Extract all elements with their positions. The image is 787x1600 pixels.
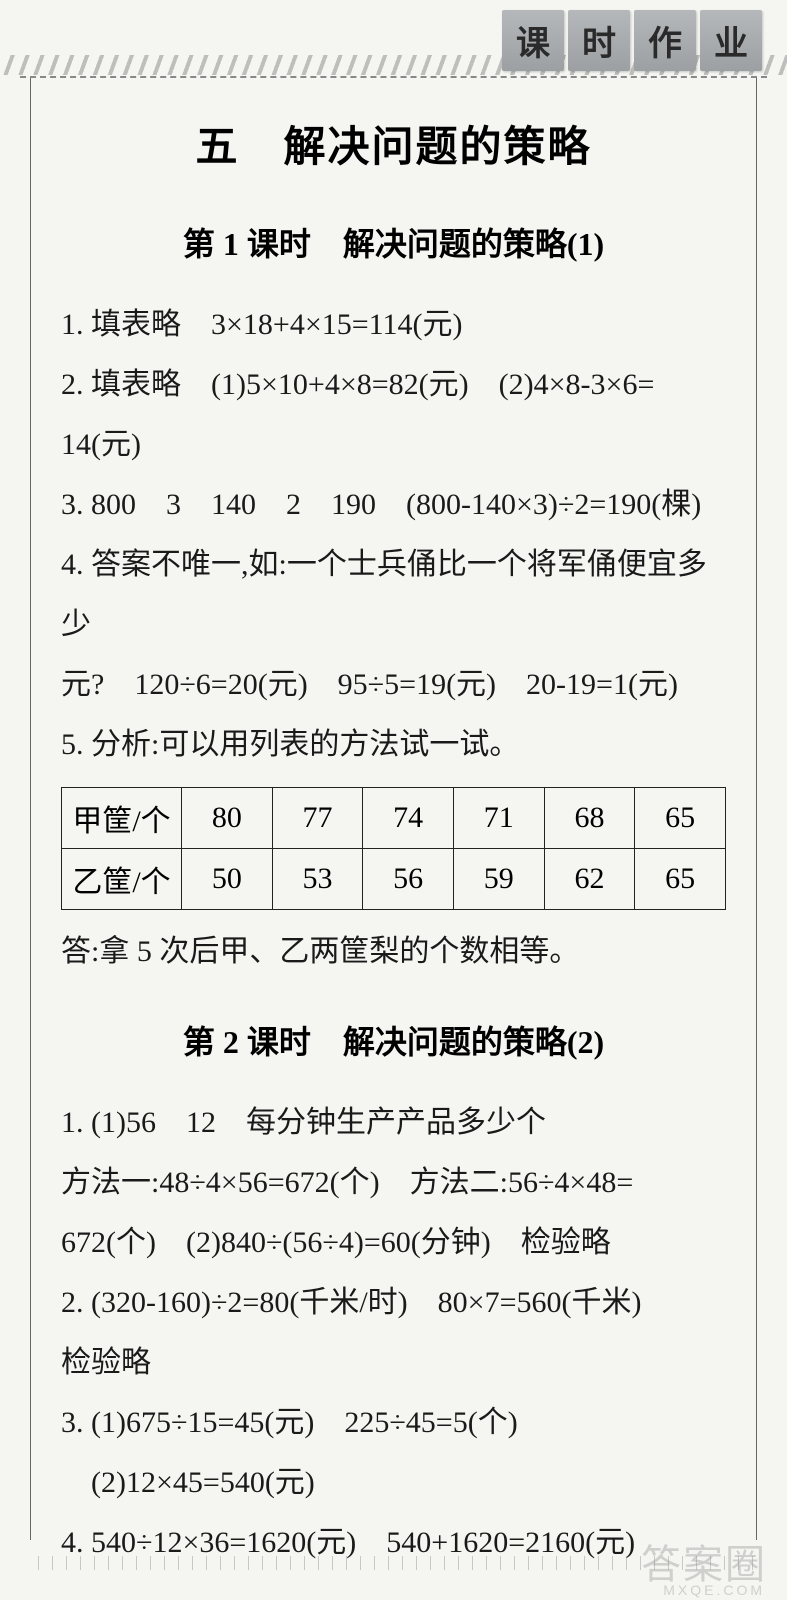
lesson1-line4: 3. 800 3 140 2 190 (800-140×3)÷2=190(棵): [61, 475, 726, 535]
table-header-yi: 乙筐/个: [62, 849, 182, 910]
lesson1-answer-text: 答:拿 5 次后甲、乙两筐梨的个数相等。: [61, 922, 726, 982]
table-cell: 65: [635, 849, 726, 910]
table-cell: 50: [182, 849, 273, 910]
lesson1-title: 第 1 课时 解决问题的策略(1): [61, 219, 726, 265]
lesson1-table-wrapper: 甲筐/个 80 77 74 71 68 65 乙筐/个 50 53 56 59 …: [61, 787, 726, 910]
table-cell: 77: [272, 788, 363, 849]
table-cell: 74: [363, 788, 454, 849]
lesson1-line3: 14(元): [61, 415, 726, 475]
lesson2-line3: 672(个) (2)840÷(56÷4)=60(分钟) 检验略: [61, 1213, 726, 1273]
tab-ye: 业: [700, 10, 762, 71]
lesson2-content: 1. (1)56 12 每分钟生产产品多少个 方法一:48÷4×56=672(个…: [61, 1093, 726, 1573]
table-cell: 62: [544, 849, 635, 910]
lesson1-line5: 4. 答案不唯一,如:一个士兵俑比一个将军俑便宜多少: [61, 535, 726, 655]
tab-ke: 课: [502, 10, 564, 71]
lesson2-line7: (2)12×45=540(元): [61, 1453, 726, 1513]
table-cell: 56: [363, 849, 454, 910]
lesson1-content: 1. 填表略 3×18+4×15=114(元) 2. 填表略 (1)5×10+4…: [61, 295, 726, 775]
table-cell: 59: [453, 849, 544, 910]
lesson1-line7: 5. 分析:可以用列表的方法试一试。: [61, 715, 726, 775]
tab-shi: 时: [568, 10, 630, 71]
table-cell: 68: [544, 788, 635, 849]
table-row: 乙筐/个 50 53 56 59 62 65: [62, 849, 726, 910]
page-wrapper: 课 时 作 业 五 解决问题的策略 第 1 课时 解决问题的策略(1) 1. 填…: [0, 0, 787, 1600]
lesson2-line2: 方法一:48÷4×56=672(个) 方法二:56÷4×48=: [61, 1153, 726, 1213]
lesson2-title: 第 2 课时 解决问题的策略(2): [61, 1017, 726, 1063]
lesson2-line5: 检验略: [61, 1333, 726, 1393]
lesson2-line6: 3. (1)675÷15=45(元) 225÷45=5(个): [61, 1393, 726, 1453]
lesson2-line1: 1. (1)56 12 每分钟生产产品多少个: [61, 1093, 726, 1153]
lesson1-answer: 答:拿 5 次后甲、乙两筐梨的个数相等。: [61, 922, 726, 982]
lesson2-line4: 2. (320-160)÷2=80(千米/时) 80×7=560(千米): [61, 1273, 726, 1333]
table-cell: 53: [272, 849, 363, 910]
table-header-jia: 甲筐/个: [62, 788, 182, 849]
table-cell: 80: [182, 788, 273, 849]
lesson1-line6: 元? 120÷6=20(元) 95÷5=19(元) 20-19=1(元): [61, 655, 726, 715]
section-gap: [61, 982, 726, 1017]
table-cell: 65: [635, 788, 726, 849]
tab-zuo: 作: [634, 10, 696, 71]
header-tabs: 课 时 作 业: [502, 10, 762, 71]
chapter-title: 五 解决问题的策略: [61, 113, 726, 174]
table-cell: 71: [453, 788, 544, 849]
lesson1-table: 甲筐/个 80 77 74 71 68 65 乙筐/个 50 53 56 59 …: [61, 787, 726, 910]
lesson1-line1: 1. 填表略 3×18+4×15=114(元): [61, 295, 726, 355]
content-frame: 五 解决问题的策略 第 1 课时 解决问题的策略(1) 1. 填表略 3×18+…: [30, 78, 757, 1540]
lesson1-line2: 2. 填表略 (1)5×10+4×8=82(元) (2)4×8-3×6=: [61, 355, 726, 415]
table-row: 甲筐/个 80 77 74 71 68 65: [62, 788, 726, 849]
watermark-sub: MXQE.COM: [663, 1582, 765, 1598]
